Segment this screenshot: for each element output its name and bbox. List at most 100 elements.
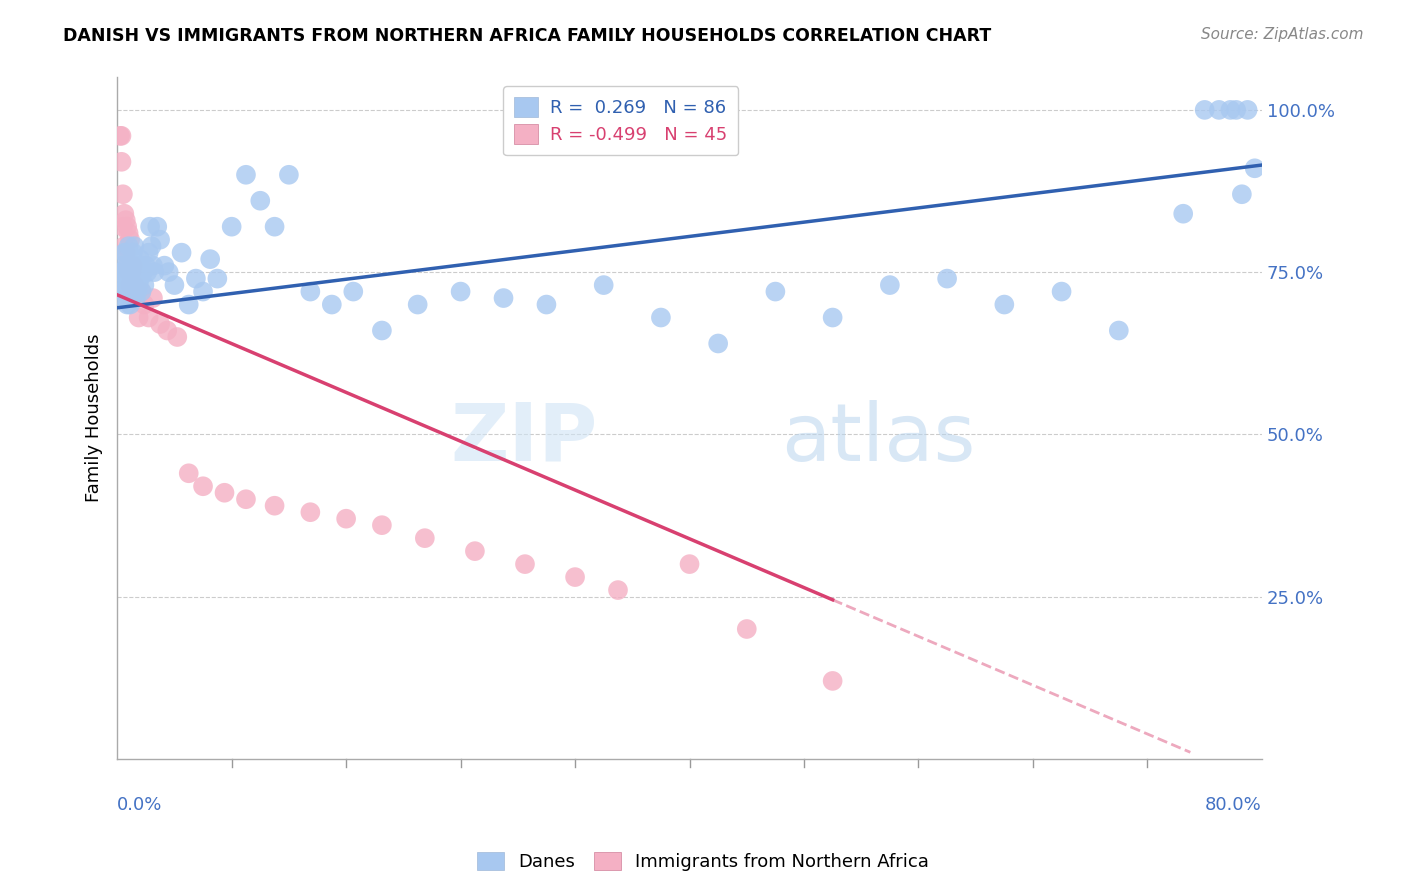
- Point: [120, 233, 142, 247]
- Point: [299, 505, 322, 519]
- Point: [142, 259, 165, 273]
- Point: [121, 291, 143, 305]
- Point: [124, 278, 146, 293]
- Point: [177, 467, 200, 481]
- Point: [163, 278, 186, 293]
- Text: Source: ZipAtlas.com: Source: ZipAtlas.com: [1201, 27, 1364, 42]
- Text: 80.0%: 80.0%: [1205, 797, 1263, 814]
- Point: [138, 310, 160, 325]
- Point: [121, 259, 143, 273]
- Point: [1225, 103, 1247, 117]
- Point: [132, 265, 155, 279]
- Point: [135, 259, 157, 273]
- Point: [235, 168, 257, 182]
- Point: [141, 239, 163, 253]
- Point: [166, 330, 188, 344]
- Point: [112, 291, 135, 305]
- Point: [157, 265, 180, 279]
- Point: [129, 271, 152, 285]
- Point: [249, 194, 271, 208]
- Point: [735, 622, 758, 636]
- Point: [110, 265, 132, 279]
- Point: [131, 285, 153, 299]
- Point: [139, 219, 162, 234]
- Point: [146, 219, 169, 234]
- Point: [121, 271, 143, 285]
- Point: [142, 291, 165, 305]
- Point: [191, 479, 214, 493]
- Point: [112, 271, 135, 285]
- Point: [112, 239, 135, 253]
- Point: [128, 310, 150, 325]
- Point: [127, 285, 149, 299]
- Point: [115, 219, 138, 234]
- Point: [134, 297, 156, 311]
- Point: [198, 252, 221, 267]
- Point: [321, 297, 343, 311]
- Point: [513, 557, 536, 571]
- Point: [335, 511, 357, 525]
- Point: [1108, 324, 1130, 338]
- Point: [156, 324, 179, 338]
- Point: [131, 285, 153, 299]
- Point: [121, 265, 143, 279]
- Point: [1173, 207, 1195, 221]
- Point: [607, 583, 630, 598]
- Point: [184, 271, 207, 285]
- Point: [136, 265, 159, 279]
- Point: [125, 291, 148, 305]
- Point: [114, 245, 136, 260]
- Point: [110, 128, 132, 143]
- Point: [125, 291, 148, 305]
- Point: [111, 219, 134, 234]
- Point: [125, 271, 148, 285]
- Point: [707, 336, 730, 351]
- Point: [111, 285, 134, 299]
- Point: [124, 259, 146, 273]
- Point: [108, 278, 131, 293]
- Point: [936, 271, 959, 285]
- Point: [128, 259, 150, 273]
- Point: [138, 245, 160, 260]
- Point: [120, 278, 142, 293]
- Point: [464, 544, 486, 558]
- Point: [492, 291, 515, 305]
- Point: [277, 168, 299, 182]
- Point: [117, 265, 139, 279]
- Point: [115, 259, 138, 273]
- Point: [263, 219, 285, 234]
- Point: [122, 245, 145, 260]
- Point: [763, 285, 786, 299]
- Legend: Danes, Immigrants from Northern Africa: Danes, Immigrants from Northern Africa: [470, 845, 936, 879]
- Point: [124, 239, 146, 253]
- Point: [124, 278, 146, 293]
- Point: [207, 271, 229, 285]
- Point: [127, 265, 149, 279]
- Point: [134, 278, 156, 293]
- Point: [120, 297, 142, 311]
- Point: [371, 324, 394, 338]
- Y-axis label: Family Households: Family Households: [86, 334, 103, 502]
- Point: [115, 297, 138, 311]
- Point: [111, 259, 134, 273]
- Point: [1219, 103, 1241, 117]
- Text: ZIP: ZIP: [451, 400, 598, 477]
- Point: [117, 285, 139, 299]
- Point: [1230, 187, 1253, 202]
- Point: [342, 285, 364, 299]
- Point: [143, 265, 166, 279]
- Point: [122, 259, 145, 273]
- Point: [821, 673, 844, 688]
- Point: [413, 531, 436, 545]
- Point: [117, 265, 139, 279]
- Point: [1208, 103, 1230, 117]
- Point: [149, 233, 172, 247]
- Point: [993, 297, 1015, 311]
- Point: [678, 557, 700, 571]
- Point: [129, 252, 152, 267]
- Point: [650, 310, 672, 325]
- Point: [371, 518, 394, 533]
- Point: [121, 291, 143, 305]
- Point: [177, 297, 200, 311]
- Point: [536, 297, 558, 311]
